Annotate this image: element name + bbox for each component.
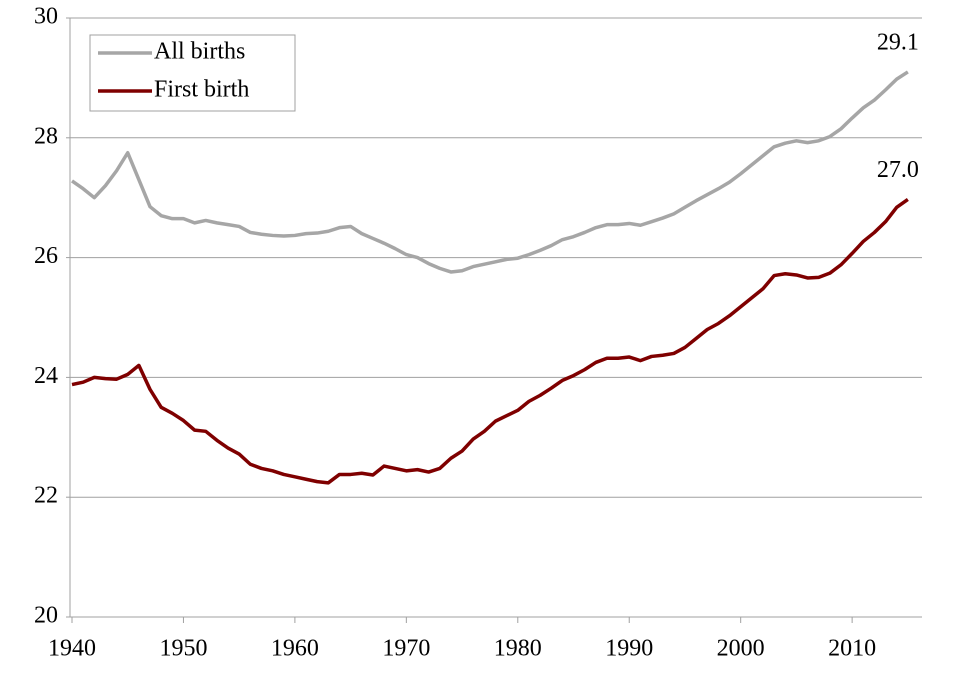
x-tick-label: 1980 bbox=[494, 636, 542, 662]
x-tick-label: 1990 bbox=[605, 636, 653, 662]
x-tick-label: 1950 bbox=[159, 636, 207, 662]
legend-label: First birth bbox=[154, 77, 249, 103]
y-tick-label: 22 bbox=[34, 483, 58, 509]
series-line bbox=[71, 198, 909, 485]
y-tick-label: 26 bbox=[34, 243, 58, 269]
legend-box bbox=[89, 34, 296, 112]
value-label: 27.0 bbox=[877, 157, 919, 183]
x-tick-label: 1960 bbox=[271, 636, 319, 662]
value-label: 29.1 bbox=[877, 29, 919, 55]
y-tick-label: 30 bbox=[34, 4, 58, 30]
x-tick-label: 1940 bbox=[48, 636, 96, 662]
x-tick-label: 2000 bbox=[717, 636, 765, 662]
y-tick-label: 20 bbox=[34, 603, 58, 629]
y-tick-label: 28 bbox=[34, 123, 58, 149]
x-tick-label: 2010 bbox=[828, 636, 876, 662]
x-tick-label: 1970 bbox=[382, 636, 430, 662]
series-line bbox=[70, 70, 909, 274]
y-tick-label: 24 bbox=[34, 363, 58, 389]
legend-label: All births bbox=[154, 39, 245, 65]
